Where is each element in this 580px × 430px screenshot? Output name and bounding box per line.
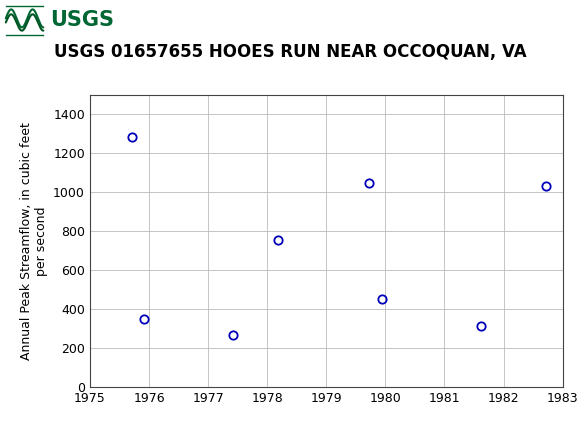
Text: USGS 01657655 HOOES RUN NEAR OCCOQUAN, VA: USGS 01657655 HOOES RUN NEAR OCCOQUAN, V… — [54, 43, 526, 61]
Text: USGS: USGS — [50, 10, 114, 31]
Y-axis label: Annual Peak Streamflow, in cubic feet
per second: Annual Peak Streamflow, in cubic feet pe… — [20, 122, 48, 360]
Bar — [3, 3, 93, 37]
